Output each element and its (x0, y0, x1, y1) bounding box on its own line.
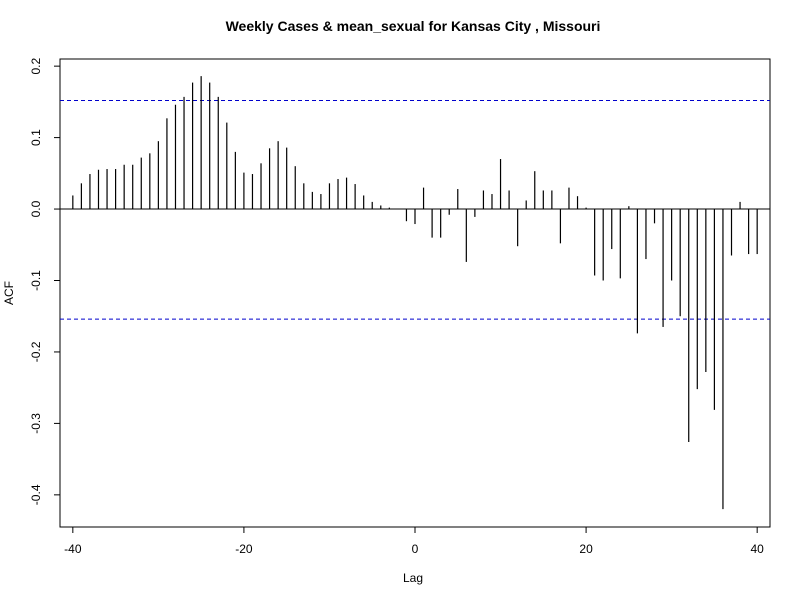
x-tick-label: 20 (579, 542, 593, 556)
y-tick-label: 0.1 (29, 129, 43, 146)
x-axis: -40 -20 0 20 40 (64, 527, 764, 556)
y-tick-label: -0.4 (29, 484, 43, 505)
confidence-bands (60, 99, 770, 320)
y-tick-label: -0.2 (29, 341, 43, 362)
x-axis-label: Lag (403, 571, 423, 585)
x-tick-label: 0 (412, 542, 419, 556)
acf-bars (72, 76, 758, 510)
chart-title: Weekly Cases & mean_sexual for Kansas Ci… (226, 18, 601, 34)
x-tick-label: -20 (235, 542, 253, 556)
y-axis-label: ACF (2, 281, 16, 305)
x-tick-label: 40 (750, 542, 764, 556)
y-tick-label: 0.0 (29, 200, 43, 217)
y-axis: -0.4 -0.3 -0.2 -0.1 0.0 0.1 0.2 (29, 57, 60, 505)
y-tick-label: -0.3 (29, 413, 43, 434)
x-tick-label: -40 (64, 542, 82, 556)
y-tick-label: 0.2 (29, 57, 43, 74)
y-tick-label: -0.1 (29, 270, 43, 291)
